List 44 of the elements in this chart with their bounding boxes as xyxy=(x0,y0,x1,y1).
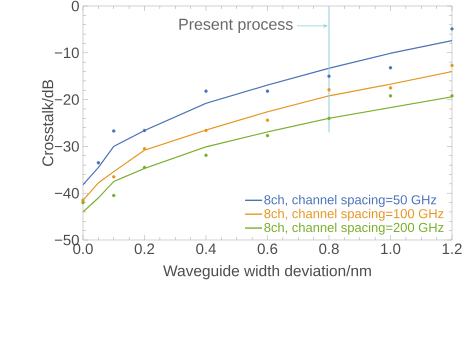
point xyxy=(450,94,454,98)
point xyxy=(327,116,331,120)
point xyxy=(112,129,116,133)
point xyxy=(81,198,85,202)
y-axis-title: Crosstalk/dB xyxy=(42,80,54,166)
point xyxy=(327,74,331,78)
point xyxy=(327,88,331,92)
text: 8ch, channel spacing=50 GHz xyxy=(264,194,436,207)
point xyxy=(142,147,146,150)
y-tick-label: −40 xyxy=(54,188,79,198)
x-tick-label: 0.2 xyxy=(134,244,154,254)
point xyxy=(112,175,116,179)
ref-line-label: Present process xyxy=(179,18,293,34)
point xyxy=(388,86,392,90)
y-tick-label: −50 xyxy=(54,234,79,246)
text: 8ch, channel spacing=100 GHz xyxy=(264,208,444,221)
point xyxy=(450,27,454,31)
x-axis-title: Waveguide width deviation/nm xyxy=(163,264,371,280)
x-tick-label: 0.4 xyxy=(196,244,216,254)
y-tick-label: 0 xyxy=(72,0,79,12)
x-tick-label: 0.6 xyxy=(258,244,278,254)
point xyxy=(266,118,270,122)
point xyxy=(204,154,208,157)
point xyxy=(388,94,392,98)
y-tick-label: −30 xyxy=(54,141,79,152)
point xyxy=(142,128,146,132)
point xyxy=(81,200,85,204)
point xyxy=(266,89,270,93)
point xyxy=(266,134,270,138)
y-tick-label: −20 xyxy=(54,94,79,105)
x-tick-label: 0.0 xyxy=(73,244,93,254)
point xyxy=(204,89,208,93)
x-tick-label: 1.0 xyxy=(381,244,400,254)
point xyxy=(450,64,454,68)
point xyxy=(204,128,208,132)
point xyxy=(142,166,146,170)
x-tick-label: 0.8 xyxy=(319,244,339,254)
text: 8ch, channel spacing=200 GHz xyxy=(264,222,444,235)
point xyxy=(96,161,100,164)
point xyxy=(112,194,116,198)
point xyxy=(388,66,392,70)
line-series xyxy=(82,40,453,186)
x-tick-label: 1.2 xyxy=(442,244,462,254)
y-tick-label: −10 xyxy=(54,48,79,58)
